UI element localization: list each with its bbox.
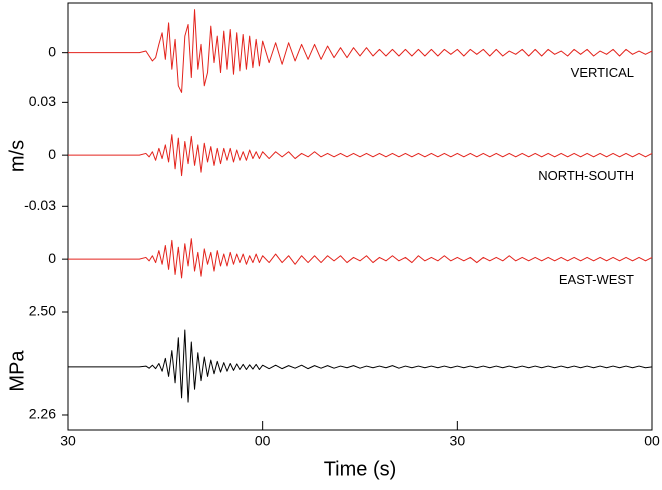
plot-frame [67, 2, 653, 431]
x-tick-label: 00 [255, 433, 271, 449]
trace-label: EAST-WEST [559, 272, 634, 287]
y-tick-label: 0 [48, 250, 56, 266]
trace-label: VERTICAL [571, 65, 634, 80]
y-tick-label: 0 [48, 146, 56, 162]
x-axis-label: Time (s) [324, 458, 397, 480]
y-tick-label: -0.03 [24, 197, 56, 213]
y-tick-label: 2.50 [29, 303, 56, 319]
y-axis-label: MPa [6, 350, 28, 392]
y-tick-label: 0.03 [29, 93, 56, 109]
x-tick-label: 30 [450, 433, 466, 449]
trace-line [68, 329, 653, 403]
y-tick-label: 0 [48, 43, 56, 59]
trace-line [68, 9, 653, 93]
trace-label: NORTH-SOUTH [538, 168, 634, 183]
x-tick-label: 00 [644, 433, 660, 449]
y-tick-label: 2.26 [29, 406, 56, 422]
x-tick-label: 30 [60, 433, 76, 449]
trace-line [68, 134, 653, 177]
y-axis-label: m/s [6, 140, 28, 172]
trace-line [68, 238, 653, 279]
